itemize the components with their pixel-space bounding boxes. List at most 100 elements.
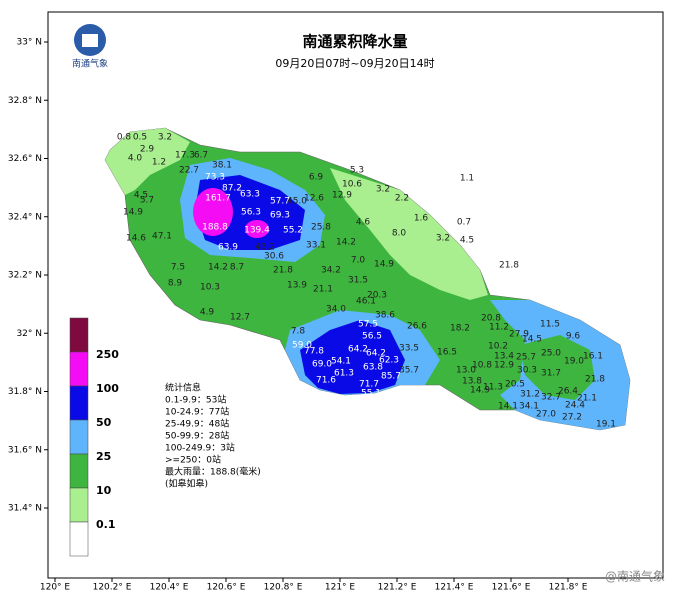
stats-line: 统计信息 xyxy=(165,382,201,394)
station-value: 55.2 xyxy=(283,226,303,236)
logo-text: 南通气象 xyxy=(72,58,108,70)
station-value: 4.6 xyxy=(356,218,371,228)
station-value: 13.9 xyxy=(287,281,307,291)
station-value: 14.9 xyxy=(374,260,394,270)
lat-tick-label: 32.8° N xyxy=(8,96,42,106)
station-value: 10.2 xyxy=(488,342,508,352)
station-value: 3.2 xyxy=(158,133,172,143)
stats-line: 25-49.9：48站 xyxy=(165,418,229,430)
station-value: 4.9 xyxy=(200,308,215,318)
station-value: 139.4 xyxy=(244,226,270,236)
station-value: 57.7 xyxy=(270,197,290,207)
station-value: 56.5 xyxy=(362,332,382,342)
legend-label: 25 xyxy=(96,450,111,463)
station-value: 14.1 xyxy=(498,402,518,412)
lat-tick-label: 33° N xyxy=(16,38,42,48)
station-value: 1.6 xyxy=(414,214,429,224)
station-value: 30.3 xyxy=(517,366,537,376)
station-value: 25.0 xyxy=(541,349,561,359)
station-value: 63.9 xyxy=(218,243,238,253)
station-value: 34.2 xyxy=(321,266,341,276)
lon-tick-label: 120.8° E xyxy=(264,583,303,593)
station-value: 62.3 xyxy=(379,356,399,366)
station-value: 8.7 xyxy=(230,263,244,273)
lon-tick-label: 121.6° E xyxy=(492,583,531,593)
station-value: 161.7 xyxy=(205,194,231,204)
station-value: 59.0 xyxy=(292,341,312,351)
station-value: 27.9 xyxy=(509,330,529,340)
station-value: 13.8 xyxy=(462,377,482,387)
station-value: 25.8 xyxy=(311,223,331,233)
station-value: 18.2 xyxy=(450,324,470,334)
station-value: 64.2 xyxy=(366,349,386,359)
lat-tick-label: 32.4° N xyxy=(8,212,42,222)
station-value: 35.7 xyxy=(399,366,419,376)
station-value: 21.8 xyxy=(273,266,293,276)
station-value: 27.2 xyxy=(562,413,582,423)
station-value: 55.1 xyxy=(361,389,381,399)
title: 南通累积降水量 xyxy=(302,33,407,51)
station-value: 26.6 xyxy=(407,322,427,332)
legend-label: 0.1 xyxy=(96,518,116,531)
station-value: 5.3 xyxy=(350,166,364,176)
station-value: 3.2 xyxy=(376,185,390,195)
station-value: 10.3 xyxy=(200,283,220,293)
legend-swatch xyxy=(69,487,89,523)
legend-label: 250 xyxy=(96,348,119,361)
station-value: 24.4 xyxy=(565,401,585,411)
station-value: 63.3 xyxy=(240,190,260,200)
lat-tick-label: 32.2° N xyxy=(8,271,42,281)
station-value: 10.8 xyxy=(472,361,492,371)
station-value: 85.7 xyxy=(381,372,401,382)
lon-tick-label: 121.4° E xyxy=(435,583,474,593)
station-value: 38.1 xyxy=(212,161,232,171)
stats-line: (如皋如皋) xyxy=(165,478,208,490)
station-value: 7.8 xyxy=(291,327,306,337)
station-value: 21.8 xyxy=(585,375,605,385)
station-value: 45.0 xyxy=(287,197,307,207)
station-value: 64.2 xyxy=(348,345,368,355)
station-value: 57.5 xyxy=(358,320,378,330)
station-value: 22.7 xyxy=(179,166,199,176)
station-value: 21.1 xyxy=(313,285,333,295)
station-value: 20.8 xyxy=(481,314,501,324)
station-value: 31.5 xyxy=(348,276,368,286)
lat-tick-label: 32° N xyxy=(16,329,42,339)
station-value: 9.6 xyxy=(566,332,581,342)
lon-tick-label: 120° E xyxy=(40,583,71,593)
station-value: 32.7 xyxy=(541,393,561,403)
lon-tick-label: 121.8° E xyxy=(549,583,588,593)
station-value: 7.0 xyxy=(351,256,366,266)
station-value: 16.1 xyxy=(583,352,603,362)
station-value: 46.1 xyxy=(356,297,376,307)
station-value: 14.2 xyxy=(336,238,356,248)
lon-tick-label: 121.2° E xyxy=(378,583,417,593)
stats-line: 50-99.9：28站 xyxy=(165,430,229,442)
regions xyxy=(104,127,631,431)
station-value: 14.6 xyxy=(126,234,146,244)
station-value: 38.6 xyxy=(375,311,395,321)
legend-label: 100 xyxy=(96,382,119,395)
station-value: 188.8 xyxy=(202,223,228,233)
station-value: 12.9 xyxy=(332,191,352,201)
station-value: 4.5 xyxy=(134,191,148,201)
station-value: 34.0 xyxy=(326,305,346,315)
station-value: 13.4 xyxy=(494,352,514,362)
station-value: 2.2 xyxy=(395,194,409,204)
station-value: 73.3 xyxy=(205,173,225,183)
station-value: 11.3 xyxy=(483,383,503,393)
legend-label: 50 xyxy=(96,416,112,429)
station-value: 2.9 xyxy=(140,145,155,155)
station-value: 27.0 xyxy=(536,410,556,420)
station-value: 20.5 xyxy=(505,380,525,390)
station-value: 69.3 xyxy=(270,211,290,221)
station-value: 71.7 xyxy=(359,380,379,390)
station-value: 34.1 xyxy=(519,402,539,412)
station-value: 19.0 xyxy=(564,357,584,367)
station-value: 1.2 xyxy=(152,158,166,168)
station-value: 13.0 xyxy=(456,366,476,376)
lon-tick-label: 120.4° E xyxy=(150,583,189,593)
station-value: 7.5 xyxy=(171,263,185,273)
station-value: 17.3 xyxy=(175,151,195,161)
station-value: 12.6 xyxy=(304,194,324,204)
